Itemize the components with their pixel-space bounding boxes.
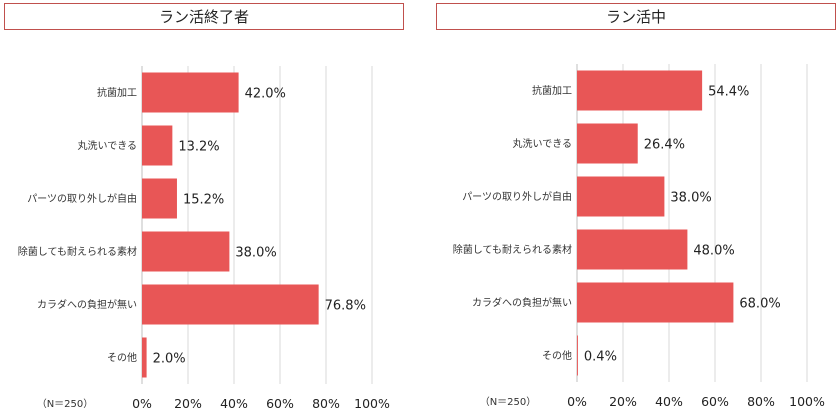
category-label: 除菌しても耐えられる素材: [18, 245, 137, 258]
value-label: 42.0%: [245, 87, 286, 102]
x-tick-label: 40%: [220, 396, 248, 411]
bar: [577, 176, 665, 217]
category-label: パーツの取り外しが自由: [27, 192, 137, 205]
category-label: 抗菌加工: [532, 84, 572, 97]
value-label: 38.0%: [235, 246, 276, 261]
category-label: その他: [542, 349, 572, 362]
category-label: 除菌しても耐えられる素材: [453, 243, 572, 256]
sample-size-note: （N＝250）: [480, 396, 537, 408]
category-label: 丸洗いできる: [78, 139, 138, 152]
x-tick-label: 20%: [609, 394, 637, 409]
x-tick-label: 60%: [266, 396, 294, 411]
chart-title-ongoing: ラン活中: [436, 3, 836, 30]
category-label: カラダへの負担が無い: [37, 298, 137, 311]
x-tick-label: 20%: [174, 396, 202, 411]
x-tick-label: 0%: [567, 394, 587, 409]
sample-size-note: （N＝250）: [37, 398, 94, 410]
bar: [577, 282, 734, 323]
value-label: 38.0%: [670, 191, 711, 206]
category-label: 抗菌加工: [97, 86, 137, 99]
value-label: 48.0%: [693, 244, 734, 259]
x-tick-label: 60%: [701, 394, 729, 409]
value-label: 13.2%: [178, 140, 219, 155]
category-label: 丸洗いできる: [513, 137, 573, 150]
value-label: 68.0%: [739, 297, 780, 312]
value-label: 76.8%: [325, 299, 366, 314]
value-label: 54.4%: [708, 85, 749, 100]
value-label: 0.4%: [584, 350, 617, 365]
x-tick-label: 80%: [747, 394, 775, 409]
bar: [142, 72, 239, 113]
value-label: 26.4%: [644, 138, 685, 153]
bar: [142, 231, 230, 272]
category-label: その他: [107, 351, 137, 364]
bar-chart-finished: 0% 20% 40% 60% 80% 100% 抗菌加工 42.0% 丸洗いできる 13.2% パー…: [18, 66, 390, 411]
bar: [142, 125, 173, 166]
value-label: 15.2%: [183, 193, 224, 208]
value-label: 2.0%: [153, 352, 186, 367]
bar: [577, 70, 703, 111]
bar: [142, 337, 147, 378]
bar: [577, 335, 578, 376]
x-tick-label: 100%: [789, 394, 825, 409]
x-tick-label: 0%: [132, 396, 152, 411]
x-tick-label: 40%: [655, 394, 683, 409]
category-label: カラダへの負担が無い: [472, 296, 572, 309]
bar-chart-ongoing: 0% 20% 40% 60% 80% 100% 抗菌加工 54.4% 丸洗いできる 26.4% パー…: [453, 64, 825, 409]
bar: [142, 178, 177, 219]
chart-title-finished: ラン活終了者: [4, 3, 404, 30]
x-tick-label: 100%: [354, 396, 390, 411]
bar: [142, 284, 319, 325]
bar: [577, 229, 688, 270]
x-tick-label: 80%: [312, 396, 340, 411]
category-label: パーツの取り外しが自由: [462, 190, 572, 203]
bar: [577, 123, 638, 164]
